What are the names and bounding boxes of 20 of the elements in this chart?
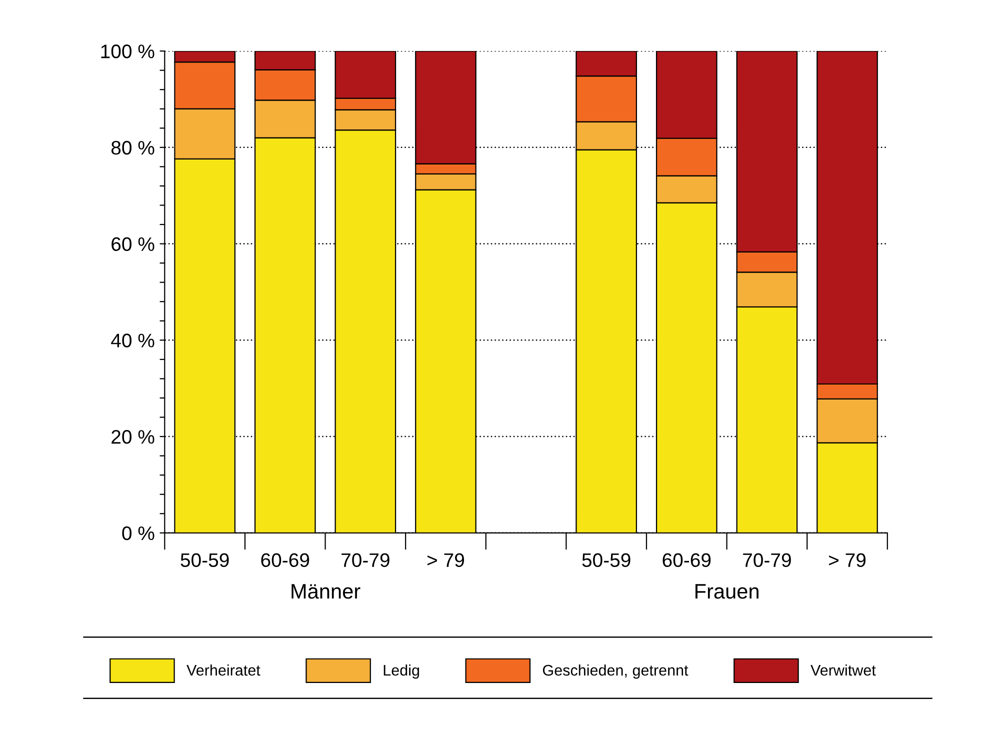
y-tick-label: 20 % bbox=[112, 430, 154, 444]
y-tick-label: 80 % bbox=[111, 140, 154, 155]
legend-label: Ledig bbox=[384, 664, 420, 679]
y-tick-label: 60 % bbox=[112, 237, 154, 252]
y-tick-label: 100 % bbox=[101, 44, 154, 58]
y-tick-label: 40 % bbox=[111, 334, 154, 348]
legend-label: Verwitwet bbox=[810, 664, 876, 676]
x-tick-label: 70-79 bbox=[342, 553, 390, 568]
x-tick-label: 50-59 bbox=[582, 553, 630, 568]
x-tick-label: 60-69 bbox=[662, 553, 711, 568]
text: Frauen bbox=[696, 584, 758, 599]
x-tick-label: > 79 bbox=[829, 553, 866, 568]
legend-label: Geschieden, getrennt bbox=[542, 664, 688, 679]
y-tick-label: 0 % bbox=[122, 526, 154, 540]
legend-label: Verheiratet bbox=[186, 664, 260, 676]
x-tick-label: > 79 bbox=[427, 553, 464, 568]
x-tick-label: 60-69 bbox=[261, 553, 310, 568]
x-tick-label: 70-79 bbox=[743, 553, 791, 568]
x-tick-label: 50-59 bbox=[180, 553, 229, 568]
text: Männer bbox=[292, 584, 360, 599]
